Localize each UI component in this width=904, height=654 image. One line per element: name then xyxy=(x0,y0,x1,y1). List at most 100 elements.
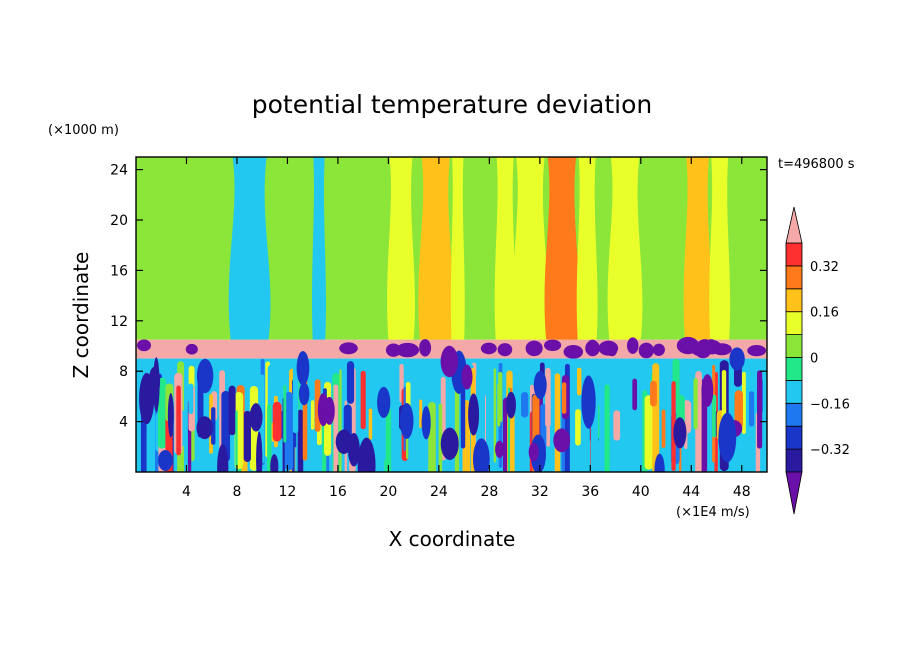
turbulent-streak xyxy=(576,367,582,396)
turbulent-streak xyxy=(498,371,503,423)
turbulent-eddy xyxy=(528,442,539,462)
y-axis: 4 8 12 16 20 24 xyxy=(110,163,767,431)
colorbar-segment xyxy=(785,402,803,427)
turbulent-streak xyxy=(310,400,315,430)
turbulent-streak xyxy=(438,403,443,472)
turbulent-eddy xyxy=(167,393,174,438)
inversion-blob xyxy=(419,339,432,357)
colorbar-label: −0.32 xyxy=(810,443,850,458)
turbulent-eddy xyxy=(148,366,161,397)
x-tick-label: 24 xyxy=(430,484,448,500)
inversion-blob xyxy=(652,343,665,356)
lower-layer xyxy=(136,345,767,472)
upper-layer-band xyxy=(312,157,326,340)
colorbar-label: 0.32 xyxy=(810,260,839,275)
y-tick-label: 8 xyxy=(119,364,128,380)
turbulent-streak xyxy=(333,395,339,426)
turbulent-eddy xyxy=(506,391,516,419)
turbulent-streak xyxy=(493,368,497,463)
colorbar-extend-min xyxy=(785,471,803,515)
turbulent-streak xyxy=(283,384,287,443)
turbulent-streak xyxy=(157,377,167,449)
colorbar-segment xyxy=(785,288,803,313)
turbulent-streak xyxy=(267,404,272,472)
turbulent-streak xyxy=(243,410,251,463)
turbulent-streak xyxy=(734,390,743,429)
colorbar-segment xyxy=(785,379,803,404)
turbulent-streak xyxy=(235,410,238,467)
upper-layer-band xyxy=(683,157,712,340)
turbulent-streak xyxy=(757,370,763,449)
turbulent-streak xyxy=(460,379,466,449)
x-tick-label: 8 xyxy=(232,484,241,500)
upper-layer-band xyxy=(544,157,580,340)
turbulent-eddy xyxy=(673,417,687,449)
turbulent-streak xyxy=(671,381,676,471)
turbulent-streak xyxy=(297,409,304,472)
upper-layer-band xyxy=(512,157,548,340)
y-tick-label: 4 xyxy=(119,415,128,431)
y-units-label: (×1000 m) xyxy=(48,123,119,138)
plot-frame xyxy=(135,156,768,473)
turbulent-eddy xyxy=(335,429,353,454)
turbulent-streak xyxy=(748,391,755,427)
turbulent-eddy xyxy=(399,403,414,440)
y-axis-label: Z coordinate xyxy=(69,252,93,379)
turbulent-streak xyxy=(561,382,567,414)
turbulent-eddy xyxy=(553,428,571,453)
colorbar-segment xyxy=(785,242,803,267)
turbulent-eddy xyxy=(270,454,279,472)
turbulent-streak xyxy=(712,394,717,438)
turbulent-streak xyxy=(701,387,708,472)
turbulent-streak xyxy=(613,410,621,441)
turbulent-eddy xyxy=(249,403,263,432)
turbulent-streak xyxy=(693,377,698,430)
colorbar-segment xyxy=(785,265,803,290)
turbulent-eddy xyxy=(256,431,263,472)
turbulent-streak xyxy=(292,365,299,434)
turbulent-eddy xyxy=(495,440,505,459)
inversion-blob xyxy=(587,339,598,352)
upper-layer-band xyxy=(709,157,731,340)
turbulent-streak xyxy=(644,395,654,470)
inversion-blob xyxy=(525,340,543,357)
x-tick-label: 28 xyxy=(480,484,498,500)
colorbar-label: 0 xyxy=(810,352,818,367)
turbulent-eddy xyxy=(473,438,490,472)
x-axis: 4 8 12 16 20 24 28 32 36 40 44 48 xyxy=(182,157,751,500)
turbulent-eddy xyxy=(729,347,745,371)
turbulent-streak xyxy=(521,391,529,418)
turbulent-eddy xyxy=(461,364,473,390)
turbulent-streak xyxy=(624,386,631,467)
inversion-blob xyxy=(395,342,420,358)
inversion-blob xyxy=(638,342,654,359)
turbulent-streak xyxy=(211,407,216,445)
y-tick-label: 16 xyxy=(110,263,128,279)
x-axis-label: X coordinate xyxy=(389,527,516,551)
inversion-blob xyxy=(626,337,639,354)
x-tick-label: 40 xyxy=(632,484,650,500)
inversion-blob xyxy=(563,345,584,359)
turbulent-streak xyxy=(339,369,342,472)
inversion-blob xyxy=(385,343,402,357)
x-units-label: (×1E4 m/s) xyxy=(676,505,750,520)
turbulent-eddy xyxy=(533,371,547,400)
turbulent-eddy xyxy=(468,393,480,436)
turbulent-streak xyxy=(546,405,550,447)
x-tick-label: 12 xyxy=(279,484,297,500)
upper-layer-band xyxy=(576,157,598,340)
chart-title: potential temperature deviation xyxy=(252,90,652,119)
turbulent-streak xyxy=(176,385,181,456)
colorbar-extend-max xyxy=(785,206,803,244)
turbulent-eddy xyxy=(718,412,737,463)
colorbar-segment xyxy=(785,334,803,358)
turbulent-eddy xyxy=(701,374,714,407)
colorbar-segment xyxy=(785,357,803,381)
x-tick-label: 48 xyxy=(733,484,751,500)
colorbar-label: −0.16 xyxy=(810,397,850,412)
turbulent-eddy xyxy=(377,386,391,418)
time-label: t=496800 s xyxy=(778,157,855,172)
contour-plot-area xyxy=(136,157,767,472)
inversion-blob xyxy=(480,342,497,355)
x-tick-label: 20 xyxy=(379,484,397,500)
